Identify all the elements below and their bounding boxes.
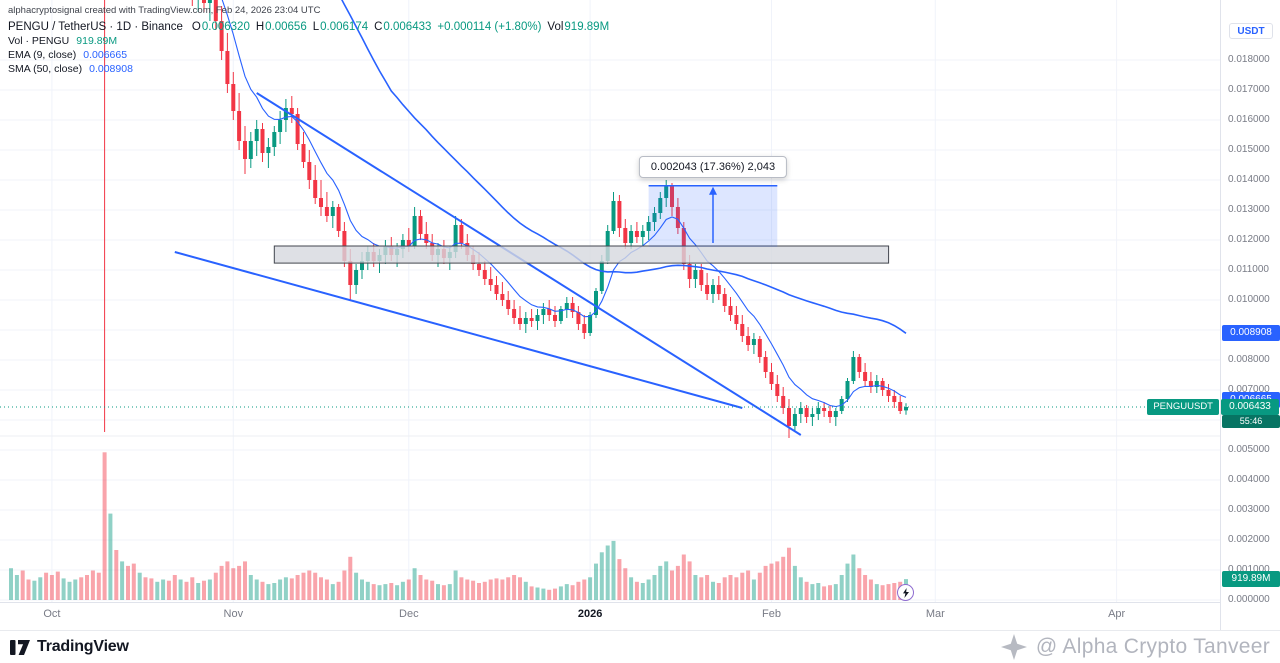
- indicator-value: 0.008908: [89, 63, 133, 75]
- tradingview-logo-text: TradingView: [37, 638, 129, 655]
- time-tick-label: 2026: [577, 608, 603, 620]
- trendlines-layer[interactable]: [174, 92, 802, 436]
- volume-indicator-row[interactable]: Vol · PENGU 919.89M: [8, 35, 615, 47]
- currency-chip[interactable]: USDT: [1229, 23, 1273, 39]
- price-tick-label: 0.015000: [1228, 144, 1270, 155]
- tradingview-logo-icon: [10, 639, 30, 655]
- flash-icon[interactable]: [897, 584, 914, 601]
- price-tick-label: 0.008000: [1228, 354, 1270, 365]
- indicator-label: EMA (9, close): [8, 49, 77, 61]
- ema-indicator-row[interactable]: EMA (9, close) 0.006665: [8, 49, 615, 61]
- symbol-legend-row[interactable]: PENGU / TetherUS · 1D · Binance O0.00632…: [8, 21, 615, 33]
- price-tick-label: 0.013000: [1228, 204, 1270, 215]
- price-row: PENGUUSDT 0.006433: [1147, 399, 1279, 415]
- indicator-value: 0.006665: [83, 49, 128, 61]
- time-tick-label: Dec: [399, 608, 419, 620]
- price-tick-label: 0.003000: [1228, 504, 1270, 515]
- time-tick-label: Oct: [43, 608, 61, 620]
- price-badge: 0.006433: [1221, 399, 1279, 415]
- attribution: alphacryptosignal created with TradingVi…: [8, 5, 321, 16]
- price-tick-label: 0.000000: [1228, 594, 1270, 605]
- low-label: L: [312, 21, 320, 33]
- footer: TradingView @ Alpha Crypto Tanveer: [0, 630, 1280, 663]
- indicator-value: 919.89M: [76, 35, 118, 47]
- change-value: +0.000114 (+1.80%): [437, 21, 542, 33]
- time-tick-label: Nov: [223, 608, 244, 620]
- price-tick-label: 0.007000: [1228, 384, 1270, 395]
- measure-tool[interactable]: [648, 184, 778, 247]
- chart-area[interactable]: alphacryptosignal created with TradingVi…: [0, 0, 1280, 630]
- volume-badge: 919.89M: [1222, 571, 1280, 588]
- indicator-label: Vol · PENGU: [8, 35, 70, 47]
- open-value: 0.006320: [201, 21, 250, 33]
- gridlines-layer: [0, 0, 1220, 602]
- time-tick-label: Apr: [1108, 608, 1126, 620]
- price-tick-label: 0.004000: [1228, 474, 1270, 485]
- tradingview-logo[interactable]: TradingView: [10, 638, 129, 656]
- high-label: H: [255, 21, 265, 33]
- price-tick-label: 0.016000: [1228, 114, 1270, 125]
- time-tick-label: Feb: [762, 608, 781, 620]
- price-tick-label: 0.018000: [1228, 54, 1270, 65]
- resistance-zone[interactable]: [273, 245, 890, 264]
- sma-indicator-row[interactable]: SMA (50, close) 0.008908: [8, 63, 615, 75]
- price-tick-label: 0.010000: [1228, 294, 1270, 305]
- price-tick-label: 0.012000: [1228, 234, 1270, 245]
- countdown-badge: 55:46: [1222, 415, 1280, 428]
- watermark-text: @ Alpha Crypto Tanveer: [1035, 635, 1270, 658]
- star-icon: [1000, 634, 1027, 660]
- watermark: @ Alpha Crypto Tanveer: [1000, 634, 1270, 660]
- symbol-tag: PENGUUSDT: [1147, 399, 1219, 415]
- symbol-title: PENGU / TetherUS · 1D · Binance: [8, 21, 183, 33]
- close-value: 0.006433: [383, 21, 432, 33]
- close-label: C: [374, 21, 383, 33]
- sma-badge: 0.008908: [1222, 324, 1280, 341]
- price-tick-label: 0.017000: [1228, 84, 1270, 95]
- volume-label: Vol: [547, 21, 564, 33]
- time-axis[interactable]: Oct Nov Dec 2026 Feb Mar Apr: [0, 602, 1280, 630]
- measure-label[interactable]: 0.002043 (17.36%) 2,043: [638, 155, 788, 178]
- lightning-bolt-icon: [902, 587, 909, 598]
- chart-canvas[interactable]: [0, 0, 1280, 630]
- price-tick-label: 0.011000: [1228, 264, 1269, 275]
- open-label: O: [191, 21, 201, 33]
- volume-value: 919.89M: [564, 21, 610, 33]
- low-value: 0.006174: [320, 21, 369, 33]
- price-tick-label: 0.005000: [1228, 444, 1270, 455]
- price-axis[interactable]: USDT 0.018000 0.017000 0.016000 0.015000 0.0…: [1220, 0, 1280, 630]
- legend: alphacryptosignal created with TradingVi…: [8, 5, 615, 75]
- volume-layer: [9, 452, 908, 600]
- price-tick-label: 0.014000: [1228, 174, 1270, 185]
- high-value: 0.00656: [265, 21, 307, 33]
- price-tick-label: 0.001000: [1228, 564, 1270, 575]
- price-tick-label: 0.002000: [1228, 534, 1270, 545]
- indicator-label: SMA (50, close): [8, 63, 83, 75]
- sma-line[interactable]: [298, 0, 907, 334]
- time-tick-label: Mar: [925, 608, 945, 620]
